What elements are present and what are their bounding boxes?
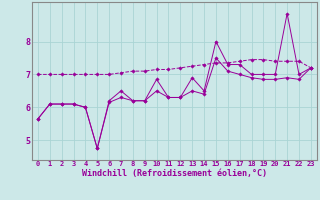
X-axis label: Windchill (Refroidissement éolien,°C): Windchill (Refroidissement éolien,°C) bbox=[82, 169, 267, 178]
